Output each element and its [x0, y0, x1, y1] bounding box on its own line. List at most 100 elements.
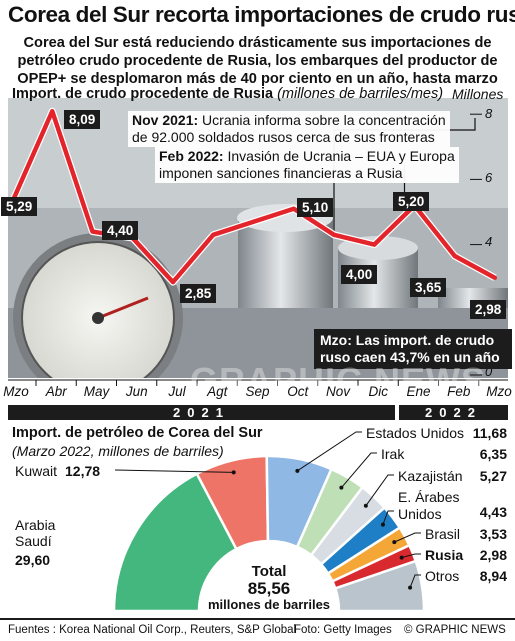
line-chart-header: Import. de crudo procedente de Rusia (mi…: [12, 86, 443, 102]
slice-value-arabia-saudi: 29,60: [15, 552, 51, 568]
x-tick-label: Mzo: [486, 384, 512, 399]
slice-label-kazajistan: Kazajistán: [398, 468, 463, 484]
year-bar-2021: 2021: [8, 405, 395, 420]
annotation-nov-line-1: Ucrania informa sobre la concentración: [202, 112, 446, 128]
footer-sources: Fuentes : Korea National Oil Corp., Reut…: [8, 624, 297, 636]
slice-leader-dot: [392, 540, 397, 545]
annotation-nov-head: Nov 2021:: [132, 112, 199, 128]
slice-value-estados-unidos: 11,68: [472, 425, 507, 441]
line-chart-subtitle: (millones de barriles/mes): [277, 86, 444, 102]
value-label-ene: 5,20: [393, 192, 430, 211]
subtitle-line-2: petróleo crudo procedente de Rusia, los …: [17, 53, 498, 69]
footer: Fuentes : Korea National Oil Corp., Reut…: [0, 618, 515, 641]
subtitle-line-3: OPEP+ se desplomaron más de 40 por cient…: [17, 71, 498, 87]
slice-value-kazajistan: 5,27: [479, 468, 507, 484]
slice-value-irak: 6,35: [479, 446, 507, 462]
watermark: GRAPHIC NEWS: [190, 360, 487, 401]
line-chart-title: Import. de crudo procedente de Rusia: [12, 86, 274, 102]
data-point: [211, 232, 216, 237]
value-label-mzo-2021: 5,29: [1, 197, 38, 216]
slice-leader-7: [401, 553, 421, 559]
x-tick-label: Mzo: [3, 384, 29, 399]
pie-slice-8: [333, 559, 426, 613]
x-tick-label: Oct: [287, 384, 309, 399]
x-tick-label: Nov: [325, 384, 351, 399]
x-tick-label: Dic: [368, 384, 389, 399]
annotation-feb-2022: Feb 2022: Invasión de Ucrania – EUA y Eu…: [155, 147, 459, 183]
annotation-feb-line-2: imponen sanciones financieras a Rusia: [159, 165, 403, 181]
slice-label-kuwait: Kuwait: [15, 463, 58, 479]
pie-slice-0: [112, 472, 239, 613]
data-point: [332, 232, 336, 237]
x-tick-label: Ene: [406, 384, 431, 399]
annotation-nov-line-2: de 92.000 soldados rusos cerca de sus fr…: [132, 129, 435, 145]
data-point: [372, 242, 377, 247]
slice-label-brasil: Brasil: [425, 526, 461, 542]
slice-value-otros: 8,94: [479, 568, 507, 584]
y-tick-0: 0: [485, 364, 493, 379]
page-title: Corea del Sur recorta importaciones de c…: [8, 2, 515, 27]
value-label-dic: 4,00: [341, 265, 378, 284]
slice-label-emiratos: E. Árabes Unidos: [398, 489, 460, 522]
x-tick-label: Abr: [45, 384, 67, 399]
pie-chart-subtitle: (Marzo 2022, millones de barriles): [12, 443, 224, 459]
slice-value-emiratos: 4,43: [479, 504, 507, 520]
subtitle-line-1: Corea del Sur está reduciendo drásticame…: [23, 35, 492, 51]
slice-value-kuwait: 12,78: [65, 463, 101, 479]
slice-leader-6: [394, 532, 421, 543]
slice-leader-dot: [399, 555, 404, 560]
pie-chart-title: Import. de petróleo de Corea del Sur: [12, 425, 263, 441]
slice-leader-dot: [339, 485, 344, 490]
annotation-feb-head: Feb 2022:: [159, 148, 224, 164]
x-tick-label: Feb: [447, 384, 471, 399]
total-value: 85,56: [247, 579, 291, 598]
y-tick-4: 4: [485, 234, 493, 249]
annotation-feb-line-1: Invasión de Ucrania – EUA y Europa: [227, 148, 455, 164]
y-axis-label: Millones: [452, 86, 504, 102]
total-unit: millones de barriles: [207, 597, 331, 612]
slice-label-irak: Irak: [381, 446, 405, 462]
slice-leader-dot: [408, 585, 413, 590]
slice-leader-1: [114, 469, 234, 473]
value-label-abr: 8,09: [64, 110, 101, 129]
footer-credit: © GRAPHIC NEWS: [404, 624, 506, 636]
slice-leader-dot: [363, 503, 368, 508]
data-point: [50, 109, 55, 114]
slice-leader-4: [365, 474, 394, 507]
data-point: [251, 219, 256, 224]
slice-label-arabia-saudi: Arabia Saudí: [15, 517, 56, 549]
slice-leader-3: [341, 452, 377, 488]
value-label-oct: 5,10: [297, 198, 334, 217]
slice-leader-5: [382, 510, 394, 525]
y-tick-6: 6: [485, 170, 493, 185]
data-point: [171, 280, 175, 285]
slice-leader-8: [409, 574, 421, 588]
year-bar-2022: 2022: [399, 405, 508, 420]
slice-leader-2: [297, 431, 362, 472]
data-point: [90, 229, 95, 234]
slice-label-estados-unidos: Estados Unidos: [366, 425, 465, 441]
x-tick-label: Jun: [125, 384, 148, 399]
x-tick-label: Sep: [245, 384, 270, 399]
x-tick-label: Jul: [168, 384, 186, 399]
footer-photo-credit: Foto: Getty Images: [294, 624, 392, 636]
data-point: [291, 206, 296, 211]
value-label-feb: 3,65: [410, 278, 447, 297]
x-tick-label: May: [83, 384, 110, 399]
annotation-nov-2021: Nov 2021: Ucrania informa sobre la conce…: [128, 111, 450, 147]
slice-leader-dot: [380, 522, 385, 527]
x-tick-label: Agt: [207, 384, 228, 399]
slice-label-otros: Otros: [425, 568, 460, 584]
slice-value-rusia: 2,98: [479, 547, 507, 563]
slice-label-rusia: Rusia: [425, 547, 464, 563]
slice-leader-dot: [231, 470, 236, 475]
value-label-mzo-2022: 2,98: [470, 300, 507, 319]
slice-leader-dot: [295, 468, 300, 473]
value-label-jul: 2,85: [180, 284, 217, 303]
data-point: [452, 254, 457, 259]
value-label-may: 4,40: [102, 221, 139, 240]
data-point: [493, 275, 497, 280]
annotation-mzo-2022: Mzo: Las import. de crudo ruso caen 43,7…: [314, 329, 512, 369]
